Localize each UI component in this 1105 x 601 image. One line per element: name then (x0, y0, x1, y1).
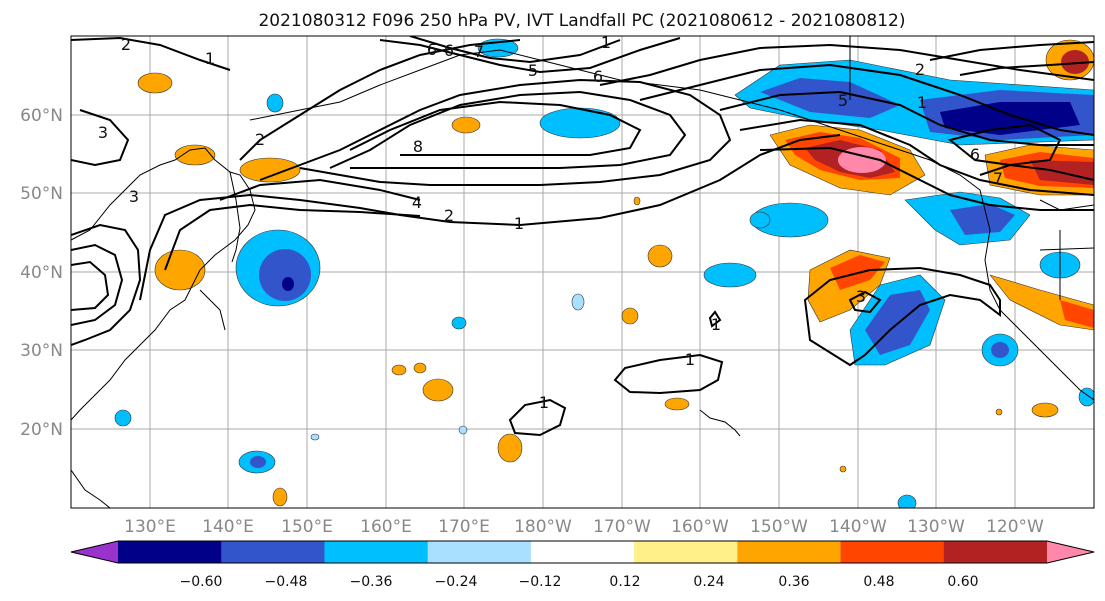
svg-text:50°N: 50°N (20, 184, 63, 204)
svg-text:−0.24: −0.24 (435, 574, 478, 590)
svg-text:7: 7 (474, 42, 484, 61)
colorbar-segment (221, 541, 325, 563)
svg-text:7: 7 (993, 169, 1003, 188)
svg-text:4: 4 (412, 193, 422, 212)
colorbar-labels: −0.60 −0.48 −0.36 −0.24 −0.12 0.12 0.24 … (180, 574, 979, 590)
svg-text:140°E: 140°E (202, 517, 254, 537)
svg-text:5: 5 (838, 91, 848, 110)
svg-text:1: 1 (539, 393, 549, 412)
colorbar-segment (324, 541, 429, 563)
svg-text:180°W: 180°W (514, 517, 572, 537)
colorbar (70, 540, 1095, 564)
svg-text:0.12: 0.12 (609, 574, 640, 590)
svg-text:5: 5 (528, 61, 538, 80)
svg-text:1: 1 (917, 93, 927, 112)
svg-text:−0.12: −0.12 (519, 574, 562, 590)
svg-text:130°E: 130°E (124, 517, 176, 537)
svg-text:130°W: 130°W (907, 517, 965, 537)
map-frame (70, 35, 1095, 509)
svg-text:2: 2 (444, 206, 454, 225)
colorbar-segment (118, 541, 222, 563)
svg-text:0.36: 0.36 (778, 574, 809, 590)
colorbar-extend-high (1047, 541, 1094, 563)
ivt-anomaly-fill (114, 38, 1094, 508)
svg-text:6: 6 (593, 67, 603, 86)
colorbar-segment (737, 541, 842, 563)
svg-text:6: 6 (427, 40, 437, 59)
colorbar-segment (943, 541, 1048, 563)
svg-text:0.24: 0.24 (693, 574, 724, 590)
colorbar-segment (427, 541, 532, 563)
svg-text:2: 2 (915, 60, 925, 79)
svg-text:40°N: 40°N (20, 263, 63, 283)
svg-text:150°W: 150°W (750, 517, 808, 537)
svg-text:−0.36: −0.36 (350, 574, 393, 590)
svg-text:8: 8 (413, 137, 423, 156)
svg-text:170°E: 170°E (438, 517, 490, 537)
svg-text:160°E: 160°E (360, 517, 412, 537)
svg-text:0.48: 0.48 (863, 574, 894, 590)
svg-text:1: 1 (514, 214, 524, 233)
svg-text:−0.48: −0.48 (265, 574, 308, 590)
longitude-labels: 130°E 140°E 150°E 160°E 170°E 180°W 170°… (124, 517, 1044, 537)
colorbar-extend-low (71, 541, 118, 563)
latitude-labels: 60°N 50°N 40°N 30°N 20°N (20, 106, 63, 440)
svg-text:20°N: 20°N (20, 420, 63, 440)
map-title: 2021080312 F096 250 hPa PV, IVT Landfall… (258, 11, 905, 31)
svg-text:170°W: 170°W (593, 517, 651, 537)
map-content: 2 1 3 2 3 4 2 1 8 6 5 6 6 7 1 5 1 6 7 2 … (71, 33, 1094, 508)
svg-text:60°N: 60°N (20, 106, 63, 126)
colorbar-segment (634, 541, 738, 563)
svg-text:120°W: 120°W (986, 517, 1044, 537)
svg-text:30°N: 30°N (20, 341, 63, 361)
svg-text:2: 2 (255, 130, 265, 149)
colorbar-segment (530, 541, 635, 563)
svg-text:2: 2 (121, 35, 131, 54)
svg-text:3: 3 (98, 123, 108, 142)
contour-labels: 2 1 3 2 3 4 2 1 8 6 5 6 6 7 1 5 1 6 7 2 … (98, 33, 1003, 412)
svg-text:3: 3 (129, 187, 139, 206)
svg-text:1: 1 (601, 33, 611, 52)
svg-text:3: 3 (856, 287, 866, 306)
pv-contours (71, 36, 1094, 437)
svg-text:6: 6 (444, 41, 454, 60)
svg-text:160°W: 160°W (671, 517, 729, 537)
colorbar-outline (70, 540, 1095, 564)
svg-text:1: 1 (685, 350, 695, 369)
svg-text:1: 1 (711, 315, 721, 334)
svg-text:0.60: 0.60 (947, 574, 978, 590)
svg-text:6: 6 (970, 145, 980, 164)
colorbar-segment (840, 541, 945, 563)
svg-text:−0.60: −0.60 (180, 574, 223, 590)
svg-text:1: 1 (205, 49, 215, 68)
svg-text:140°W: 140°W (829, 517, 887, 537)
svg-text:150°E: 150°E (281, 517, 333, 537)
